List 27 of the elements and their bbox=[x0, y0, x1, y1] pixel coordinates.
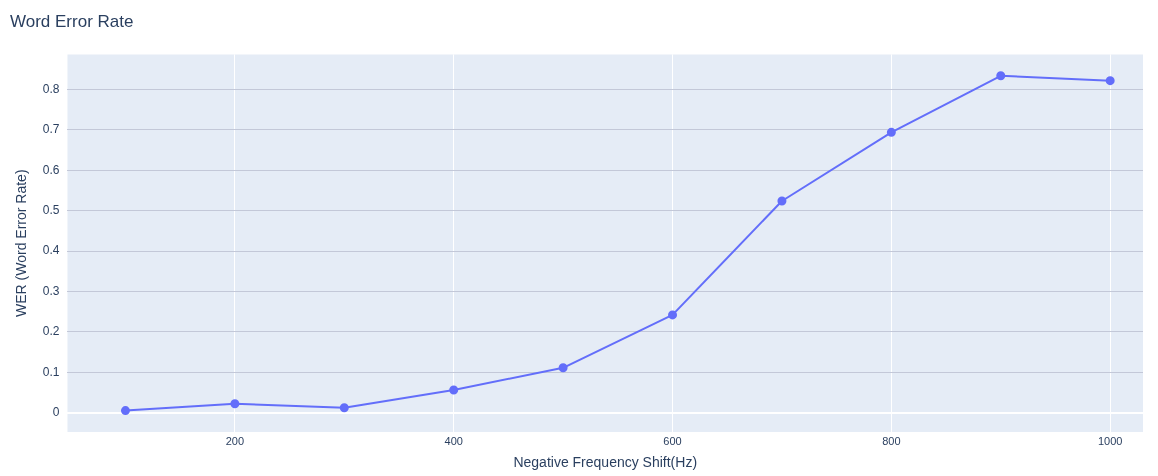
y-tick-label: 0.5 bbox=[42, 203, 60, 217]
x-tick-label: 800 bbox=[882, 434, 901, 447]
y-tick-label: 0.8 bbox=[42, 81, 60, 96]
point bbox=[1105, 76, 1115, 86]
y-tick-label: 0 bbox=[52, 404, 60, 419]
point bbox=[230, 399, 240, 409]
x-tick-label: 600 bbox=[663, 434, 682, 447]
x-tick-label: 1000 bbox=[1097, 434, 1123, 447]
y-tick-label: 0.4 bbox=[42, 243, 60, 258]
y-tick-label: 0.6 bbox=[42, 162, 60, 177]
y-axis-title: WER (Word Error Rate) bbox=[13, 169, 30, 317]
y-tick-label: 0.3 bbox=[42, 283, 60, 298]
x-tick-label: 400 bbox=[444, 434, 463, 447]
point bbox=[449, 385, 459, 395]
y-tick-label: 0.2 bbox=[42, 324, 60, 339]
y-tick-label: 0.7 bbox=[42, 122, 60, 137]
x-axis-title: Negative Frequency Shift(Hz) bbox=[513, 454, 698, 471]
point bbox=[120, 406, 130, 416]
point bbox=[996, 71, 1006, 81]
point bbox=[339, 403, 349, 413]
point bbox=[886, 127, 896, 137]
point bbox=[668, 310, 678, 320]
x-tick-label: 200 bbox=[225, 434, 245, 447]
point bbox=[558, 363, 568, 373]
point bbox=[777, 196, 787, 206]
chart-title: Word Error Rate bbox=[10, 11, 134, 31]
y-tick-label: 0.1 bbox=[42, 364, 60, 379]
